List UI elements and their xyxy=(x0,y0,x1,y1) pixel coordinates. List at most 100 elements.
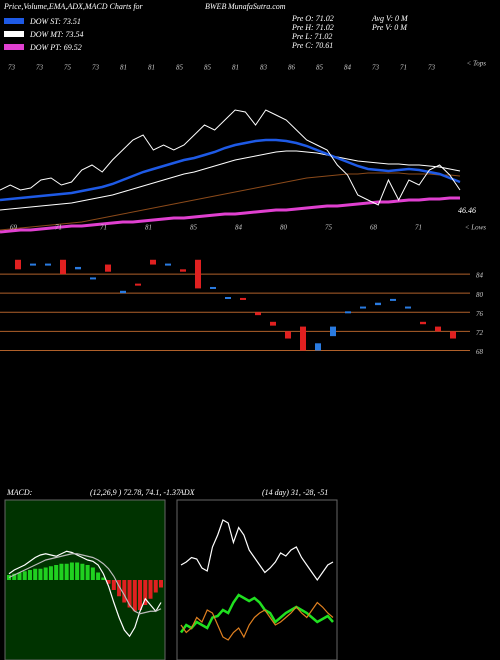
histogram-bar xyxy=(138,580,143,610)
top-label: 83 xyxy=(260,64,268,72)
low-label: 85 xyxy=(190,224,198,232)
volume: Avg V: 0 M xyxy=(371,14,409,23)
candle xyxy=(330,326,336,337)
candle xyxy=(120,290,126,294)
low-label: 71 xyxy=(415,224,422,232)
top-label: 81 xyxy=(120,64,127,72)
histogram-bar xyxy=(159,580,163,588)
histogram-bar xyxy=(111,580,116,590)
series-line xyxy=(8,553,162,615)
low-label: 68 xyxy=(370,224,378,232)
histogram-bar xyxy=(22,571,27,580)
lows-label: < Lows xyxy=(465,224,487,232)
candle xyxy=(225,297,231,299)
candle xyxy=(315,343,321,351)
histogram-bar xyxy=(148,580,153,599)
top-label: 73 xyxy=(92,64,100,72)
low-label: 71 xyxy=(55,224,62,232)
series-line xyxy=(179,593,334,634)
candle xyxy=(405,306,411,309)
histogram-bar xyxy=(75,562,80,580)
y-tick-label: 80 xyxy=(476,291,484,299)
series-line xyxy=(8,550,162,638)
series-line xyxy=(180,519,334,582)
top-label: 73 xyxy=(36,64,44,72)
histogram-bar xyxy=(101,577,106,580)
candle xyxy=(285,331,291,339)
candle xyxy=(435,326,441,332)
histogram-bar xyxy=(132,580,137,612)
low-label: 81 xyxy=(145,224,152,232)
histogram-bar xyxy=(106,580,111,584)
top-label: 85 xyxy=(176,64,184,72)
candle xyxy=(135,283,141,286)
histogram-bar xyxy=(96,572,101,580)
candle xyxy=(105,264,111,272)
top-label: 86 xyxy=(288,64,296,72)
low-label: 84 xyxy=(235,224,243,232)
stat: Pre L: 71.02 xyxy=(291,32,332,41)
top-label: 73 xyxy=(428,64,436,72)
histogram-bar xyxy=(122,580,127,603)
y-tick-label: 76 xyxy=(476,310,484,318)
site: MunafaSutra.com xyxy=(227,2,286,11)
low-label: 71 xyxy=(100,224,107,232)
histogram-bar xyxy=(90,567,95,580)
histogram-bar xyxy=(80,563,85,580)
histogram-bar xyxy=(59,563,64,580)
stat: Pre H: 71.02 xyxy=(291,23,334,32)
histogram-bar xyxy=(38,568,43,580)
legend-label: DOW ST: 73.51 xyxy=(29,17,81,26)
candle xyxy=(45,263,51,266)
candle xyxy=(90,277,96,280)
candle xyxy=(300,326,306,351)
y-tick-label: 84 xyxy=(476,272,484,280)
y-tick-label: 68 xyxy=(476,348,484,356)
series-line xyxy=(180,601,334,641)
legend-label: DOW PT: 69.52 xyxy=(29,43,82,52)
candle xyxy=(255,312,261,316)
histogram-bar xyxy=(17,572,22,580)
histogram-bar xyxy=(27,570,32,580)
candle xyxy=(345,311,351,314)
candle xyxy=(180,269,186,272)
stat: Pre O: 71.02 xyxy=(291,14,334,23)
series-line xyxy=(0,109,461,206)
candle xyxy=(30,263,36,266)
candle xyxy=(375,302,381,306)
top-label: 81 xyxy=(232,64,239,72)
panel-params: (12,26,9 ) 72.78, 74.1, -1.37 xyxy=(90,488,181,497)
y-tick-label: 72 xyxy=(476,329,484,337)
series-line xyxy=(0,138,461,202)
histogram-bar xyxy=(48,566,53,580)
volume: Pre V: 0 M xyxy=(371,23,408,32)
top-label: 81 xyxy=(148,64,155,72)
legend-swatch xyxy=(4,31,24,37)
top-label: 73 xyxy=(372,64,380,72)
histogram-bar xyxy=(43,567,48,580)
candle xyxy=(450,331,456,339)
tops-label: < Tops xyxy=(467,60,487,68)
last-label: 46.46 xyxy=(458,206,476,215)
top-label: 71 xyxy=(400,64,407,72)
candle xyxy=(75,266,81,270)
legend-swatch xyxy=(4,18,24,24)
histogram-bar xyxy=(64,563,69,580)
top-label: 75 xyxy=(64,64,72,72)
legend-label: DOW MT: 73.54 xyxy=(29,30,84,39)
histogram-bar xyxy=(153,580,158,593)
candle xyxy=(270,321,276,326)
legend-swatch xyxy=(4,44,24,50)
panel-params: (14 day) 31, -28, -51 xyxy=(262,488,328,497)
histogram-bar xyxy=(12,573,17,580)
histogram-bar xyxy=(143,580,148,605)
histogram-bar xyxy=(117,580,122,597)
title: Price,Volume,EMA,ADX,MACD Charts for xyxy=(3,2,144,11)
top-label: 85 xyxy=(316,64,324,72)
panel-bg xyxy=(176,499,338,660)
panel-title: ADX xyxy=(178,488,196,497)
histogram-bar xyxy=(54,565,59,580)
top-label: 85 xyxy=(204,64,212,72)
candle xyxy=(240,297,246,300)
